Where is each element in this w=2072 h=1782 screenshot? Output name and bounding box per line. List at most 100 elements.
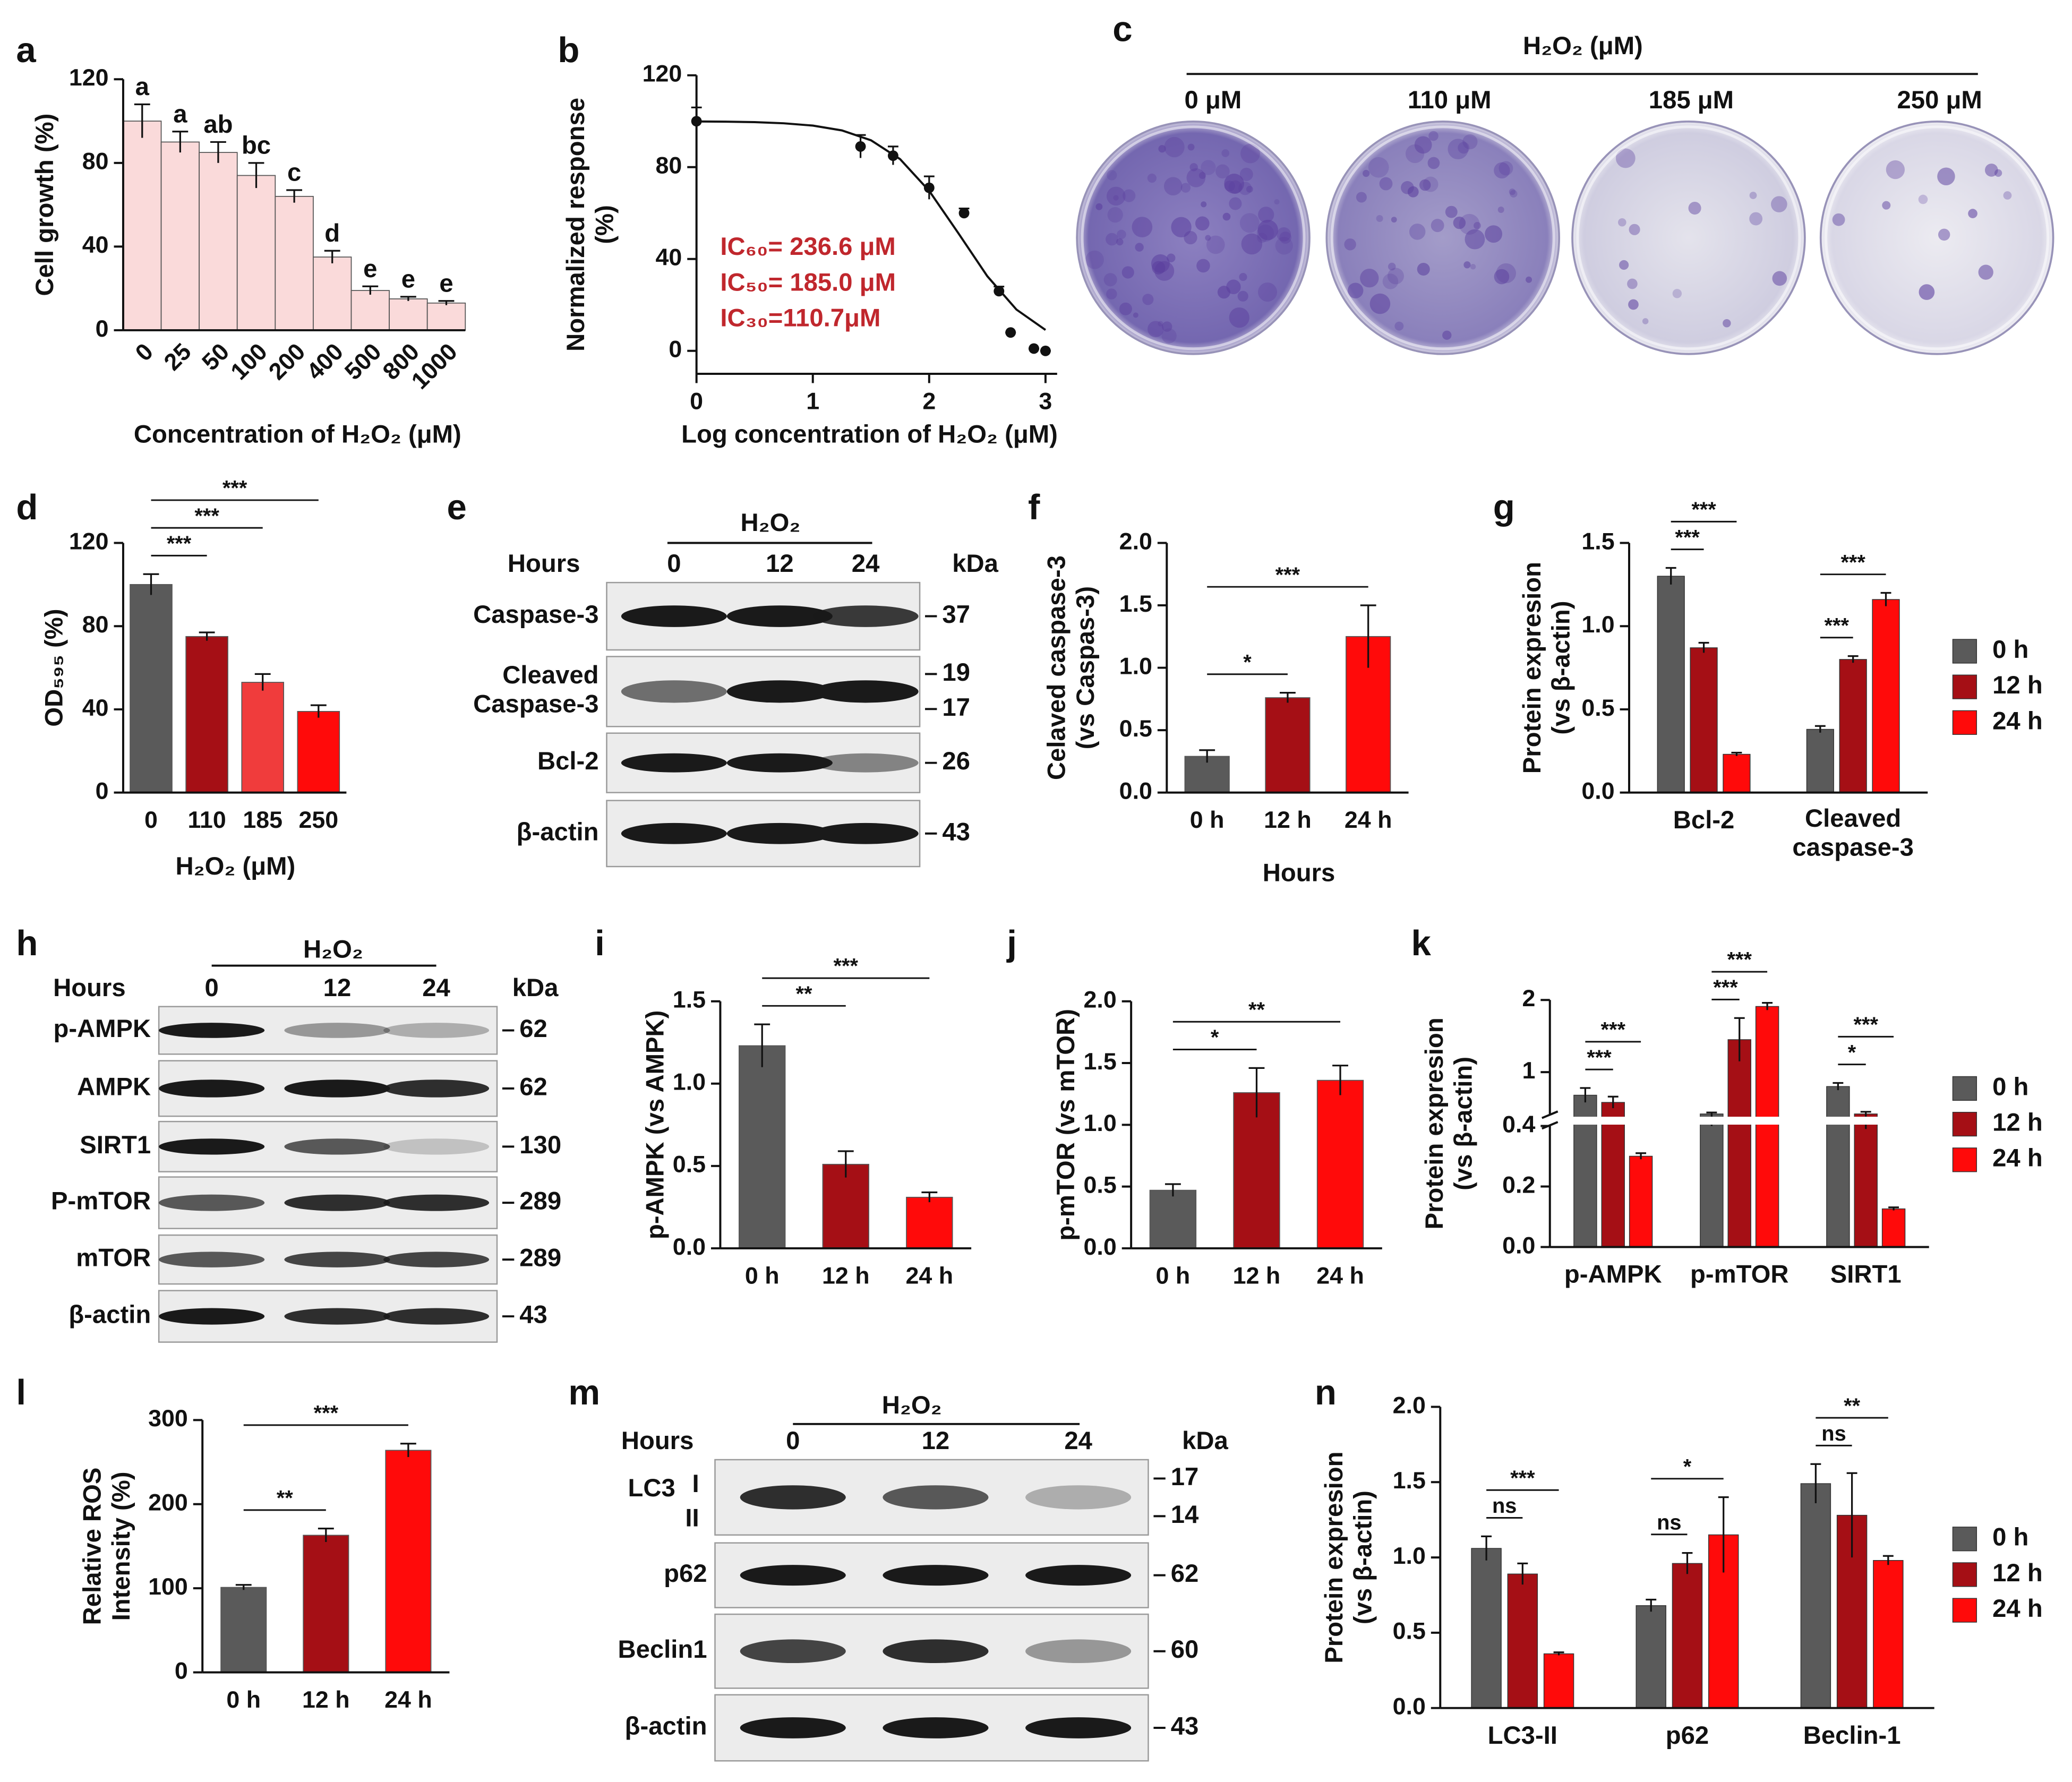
plate-colony (1187, 143, 1195, 151)
y-tick-label: 1.5 (1084, 1048, 1117, 1075)
plate-colony (1409, 224, 1426, 240)
x-tick-label: Cleaved caspase-3 (1792, 805, 1914, 862)
plate-label: 0 μM (1185, 86, 1242, 114)
x-tick-label: 0 h (226, 1686, 261, 1713)
bar (1755, 1006, 1779, 1248)
bar (385, 1450, 432, 1673)
plate-colony (1277, 227, 1291, 242)
plate-colony (1246, 185, 1253, 193)
plate-colony (1428, 131, 1439, 141)
plate-colony (1229, 197, 1242, 210)
plate-colony (1119, 302, 1132, 315)
significance-letter: bc (242, 131, 271, 159)
significance-label: *** (1675, 526, 1700, 549)
blot-band (284, 1023, 390, 1038)
legend-swatch (1952, 710, 1977, 735)
y-axis-label: Protein expresion(vs β-actin) (1519, 562, 1576, 774)
blot-row-label: mTOR (76, 1244, 151, 1272)
plate-colony (1279, 232, 1292, 244)
plate-colony (1103, 273, 1117, 287)
plate-rim (1825, 125, 2050, 350)
blot-band (621, 680, 727, 703)
plate-colony (1132, 217, 1153, 237)
panel-label: f (1028, 487, 1040, 527)
blot-band (159, 1194, 265, 1211)
fit-curve (696, 120, 1047, 331)
y-tick-label: 0.0 (1393, 1693, 1426, 1720)
blot-band (1025, 1639, 1132, 1664)
plate-colony (1470, 264, 1476, 270)
plate-colony (1882, 201, 1891, 210)
y-tick-label: 120 (643, 61, 682, 87)
bar (1636, 1605, 1666, 1709)
plate-colony (1121, 266, 1134, 279)
y-tick-label: 0.0 (1119, 777, 1152, 804)
legend-swatch (1952, 1076, 1977, 1101)
bar (1316, 1080, 1364, 1249)
data-point (855, 141, 866, 152)
blot-band (883, 1717, 989, 1738)
bar (350, 290, 390, 331)
significance-label: *** (1510, 1467, 1535, 1490)
plate-colony (1258, 282, 1278, 302)
plate-colony (1968, 209, 1977, 218)
plate-colony (1448, 139, 1469, 160)
plate-colony (1196, 259, 1210, 273)
plate-colony (1401, 181, 1414, 194)
x-axis-label: Concentration of H₂O₂ (μM) (134, 420, 461, 448)
text-line: (vs β-actin) (1450, 1057, 1478, 1190)
plate-colony (1391, 217, 1397, 223)
plate-colony (1509, 189, 1516, 195)
x-tick-label: 1 (806, 388, 819, 415)
bar (1872, 599, 1900, 793)
blot-band (1025, 1717, 1132, 1738)
plate-colony (1106, 233, 1118, 246)
panel-label: h (16, 923, 38, 963)
plate-colony (1494, 162, 1510, 179)
legend-label: 24 h (1992, 707, 2043, 735)
x-tick-label: 2 (922, 388, 936, 415)
x-tick-label: 110 (187, 807, 226, 833)
kda-label: 37 (942, 601, 970, 629)
text-line: Cleaved (1805, 805, 1901, 833)
text-line: Normalized response (562, 98, 590, 352)
kda-label: 43 (942, 818, 970, 846)
plate-colony (1628, 299, 1639, 310)
legend-swatch (1952, 1111, 1977, 1137)
plate-colony (1237, 290, 1248, 302)
plate-colony (1217, 286, 1231, 299)
plate-colony (1494, 269, 1510, 285)
bar (1672, 1563, 1703, 1709)
blot-band (284, 1194, 390, 1211)
data-point (691, 116, 702, 127)
plate-colony (1195, 216, 1210, 231)
y-axis-label: OD₅₉₅ (%) (40, 609, 69, 727)
plate-colony (1240, 143, 1260, 164)
plate-colony (1618, 218, 1626, 227)
x-tick-label: 24 h (1345, 807, 1392, 833)
plate-colony (1135, 243, 1144, 252)
bar (906, 1196, 953, 1249)
significance-label: *** (194, 504, 219, 528)
bar (123, 121, 162, 331)
legend-swatch (1952, 1598, 1977, 1623)
plate (1325, 121, 1561, 355)
significance-letter: ab (203, 110, 233, 139)
y-tick-label: 300 (148, 1405, 188, 1432)
plate-colony (1937, 167, 1955, 186)
data-point (887, 150, 898, 161)
plate-colony (1627, 278, 1638, 289)
y-tick-label: 0.5 (1393, 1618, 1426, 1644)
plate-colony (1107, 207, 1123, 223)
plate-colony (1938, 228, 1950, 241)
legend-label: 24 h (1992, 1144, 2043, 1172)
kda-label: 62 (519, 1015, 547, 1043)
annotation: IC₃₀=110.7μM (720, 304, 880, 332)
plate-colony (1642, 318, 1649, 324)
bar (1507, 1573, 1538, 1709)
lane-label: 12 (766, 550, 794, 578)
blot-band (284, 1138, 390, 1155)
x-tick-label: Beclin-1 (1803, 1721, 1901, 1750)
blot-band (159, 1252, 265, 1267)
y-tick-label: 40 (82, 232, 109, 258)
